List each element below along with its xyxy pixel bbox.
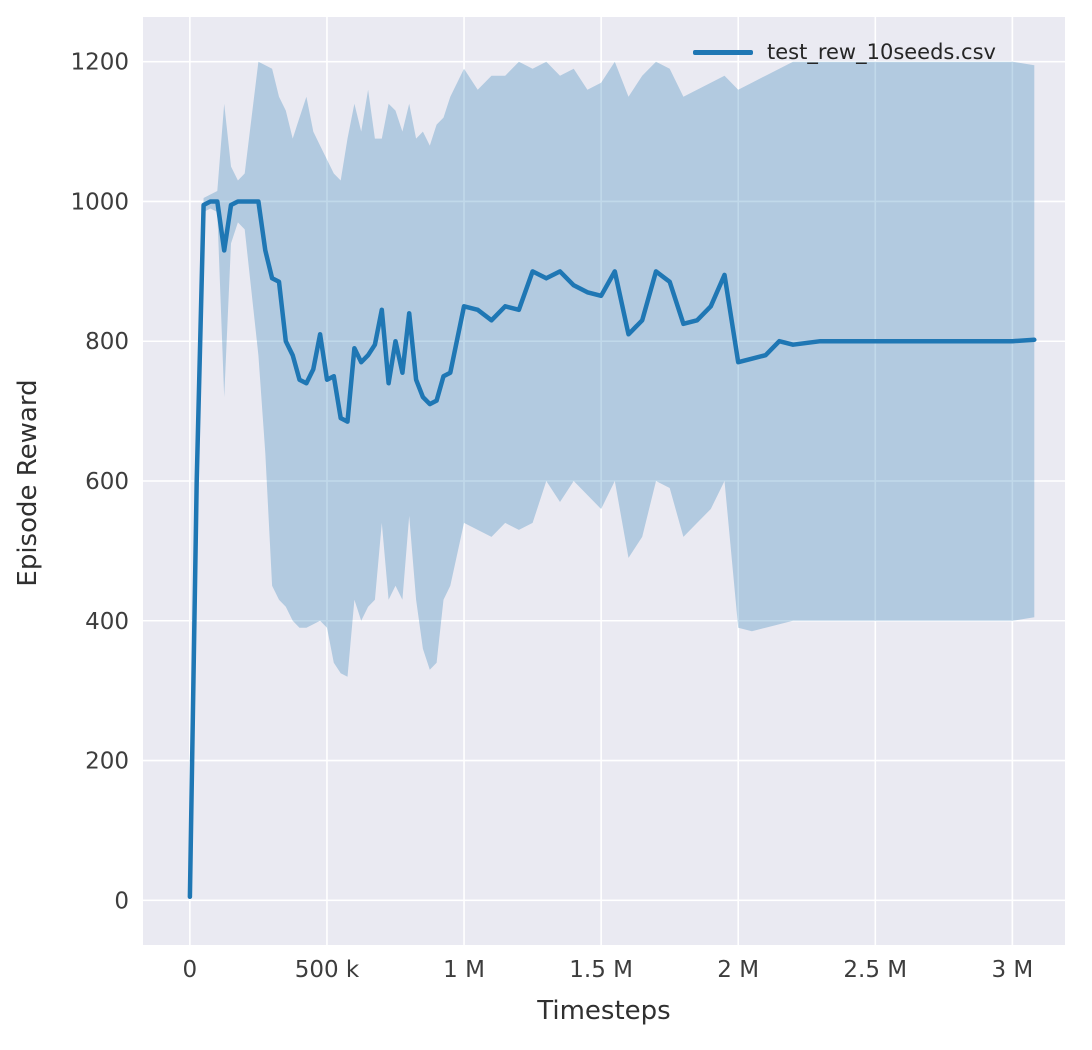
mean-line <box>187 199 1037 900</box>
x-tick-label: 2.5 M <box>843 957 907 983</box>
confidence-band <box>189 61 1035 901</box>
x-tick-label: 3 M <box>991 957 1033 983</box>
y-axis-label: Episode Reward <box>13 379 43 587</box>
legend: test_rew_10seeds.csv <box>693 40 996 64</box>
y-tick-label: 600 <box>85 469 129 495</box>
x-tick-label: 1 M <box>443 957 485 983</box>
y-tick-label: 400 <box>85 609 129 635</box>
x-tick-label: 0 <box>183 957 198 983</box>
x-tick-label: 500 k <box>295 957 360 983</box>
legend-label: test_rew_10seeds.csv <box>767 40 996 64</box>
x-axis-label: Timesteps <box>537 996 671 1026</box>
x-tick-label: 1.5 M <box>569 957 633 983</box>
legend-line-swatch <box>693 49 753 55</box>
y-tick-label: 0 <box>114 888 129 914</box>
y-tick-label: 1000 <box>70 189 129 215</box>
x-tick-label: 2 M <box>717 957 759 983</box>
y-tick-label: 800 <box>85 329 129 355</box>
y-tick-label: 200 <box>85 749 129 775</box>
y-tick-label: 1200 <box>70 50 129 76</box>
